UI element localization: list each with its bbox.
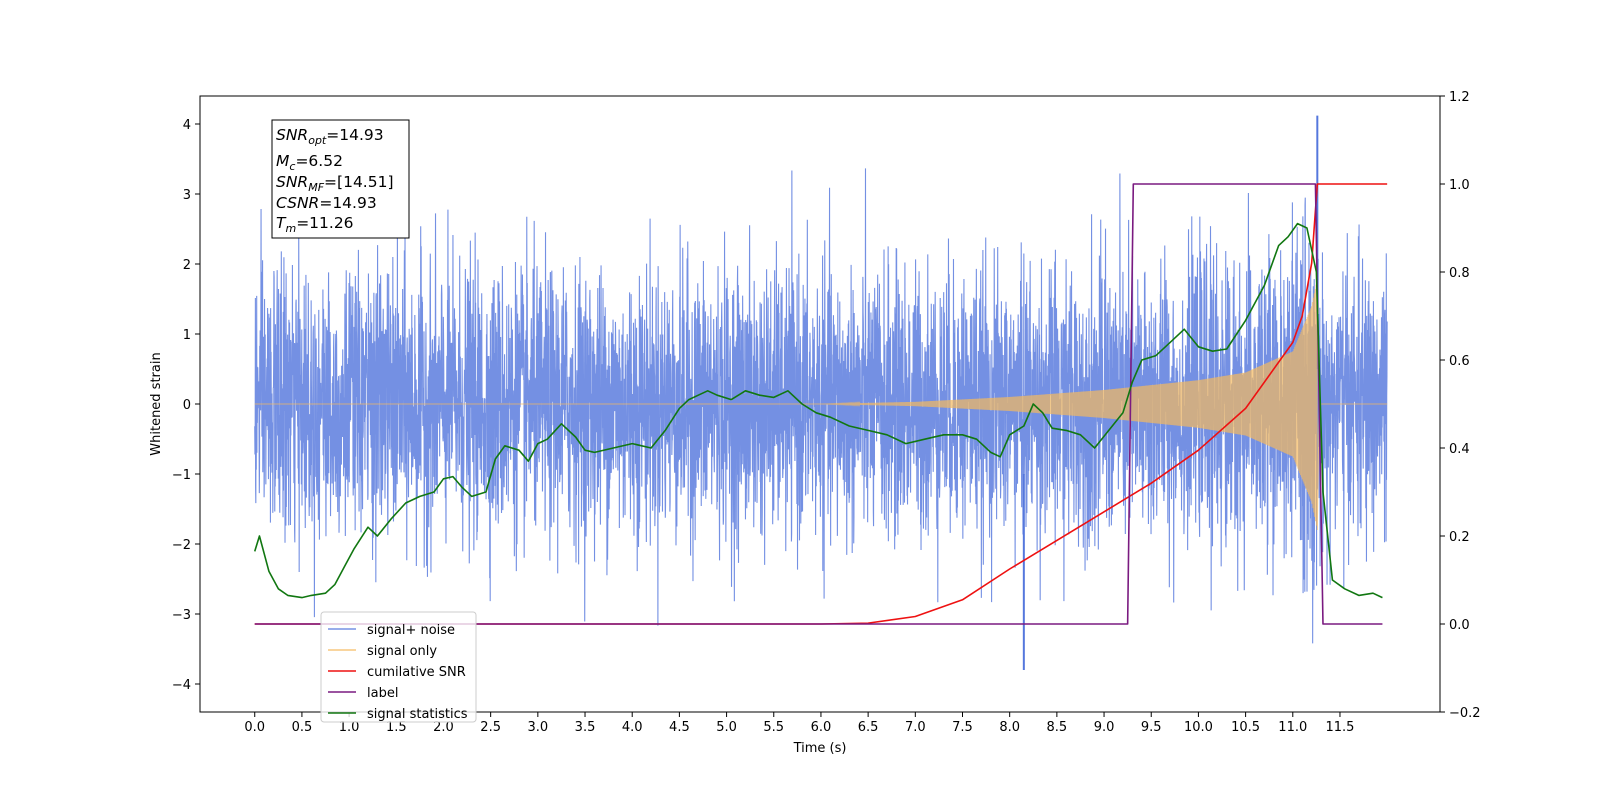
y2-tick-label: 0.2 [1449,530,1470,545]
x-axis-ticks: 0.0 0.5 1.0 1.5 2.0 2.5 3.0 3.5 4.0 4.5 5.0 5.5 6.0 6… [244,712,1354,735]
y-tick-label: −3 [172,608,191,623]
y2-tick-label: 0.0 [1449,618,1470,633]
y-tick-label: 3 [183,188,191,203]
x-tick-label: 11.0 [1278,720,1307,735]
info-mc: Mc=6.52 [276,152,343,173]
y-tick-label: −1 [172,468,191,483]
x-tick-label: 11.5 [1325,720,1354,735]
x-tick-label: 8.0 [999,720,1020,735]
x-tick-label: 8.5 [1047,720,1068,735]
y2-tick-label: 1.0 [1449,178,1470,193]
legend: signal+ noise signal only cumilative SNR la… [320,611,477,723]
series-label [254,183,1383,625]
info-tm: Tm=11.26 [276,214,354,235]
x-axis-title: Time (s) [793,741,847,756]
x-tick-label: 5.5 [763,720,784,735]
info-box-frame [271,119,410,239]
info-snr-opt: SNRopt=14.93 [276,126,384,147]
x-tick-label: 2.0 [433,720,454,735]
y2-axis-ticks: 1.2 1.0 0.8 0.6 0.4 0.2 0.0 −0.2 [1440,90,1481,721]
y2-tick-label: 1.2 [1449,90,1470,105]
x-tick-label: 1.0 [339,720,360,735]
x-tick-label: 0.5 [292,720,313,735]
y-tick-label: −2 [172,538,191,553]
x-tick-label: 7.0 [905,720,926,735]
y2-tick-label: −0.2 [1449,706,1481,721]
y-tick-label: 4 [183,118,191,133]
x-tick-label: 9.5 [1141,720,1162,735]
y-tick-label: −4 [172,678,191,693]
info-snr-mf: SNRMF=[14.51] [276,173,394,194]
x-tick-label: 10.5 [1231,720,1260,735]
legend-item-cumulative-snr-label: cumilative SNR [367,665,466,680]
legend-item-signal-only-label: signal only [367,644,437,659]
series-signal-only [254,280,1388,531]
y2-tick-label: 0.4 [1449,442,1470,457]
x-tick-label: 1.5 [386,720,407,735]
series-signal-statistics [253,222,1383,599]
x-tick-label: 4.0 [622,720,643,735]
y-tick-label: 0 [183,398,191,413]
series-cumulative-snr [254,183,1388,625]
x-tick-label: 6.5 [858,720,879,735]
y-axis-ticks: 4 3 2 1 0 −1 −2 −3 −4 [172,118,200,693]
x-tick-label: 9.0 [1094,720,1115,735]
y-tick-label: 2 [183,258,191,273]
x-tick-label: 5.0 [716,720,737,735]
x-tick-label: 6.0 [811,720,832,735]
x-tick-label: 0.0 [244,720,265,735]
info-csnr: CSNR=14.93 [276,194,377,212]
x-tick-label: 2.5 [480,720,501,735]
legend-item-label-label: label [367,686,398,701]
y-axis-title: Whitened strain [149,352,164,455]
legend-item-signal-statistics-label: signal statistics [367,707,468,722]
x-tick-label: 7.5 [952,720,973,735]
y2-tick-label: 0.6 [1449,354,1470,369]
x-tick-label: 4.5 [669,720,690,735]
y2-tick-label: 0.8 [1449,266,1470,281]
series-layer [253,115,1388,670]
x-tick-label: 3.0 [527,720,548,735]
legend-frame [320,611,477,723]
info-box: SNRopt=14.93 Mc=6.52 SNRMF=[14.51] CSNR=… [271,119,410,239]
x-tick-label: 10.0 [1184,720,1213,735]
x-tick-label: 3.5 [575,720,596,735]
y-tick-label: 1 [183,328,191,343]
legend-item-signal-noise-label: signal+ noise [367,623,455,638]
